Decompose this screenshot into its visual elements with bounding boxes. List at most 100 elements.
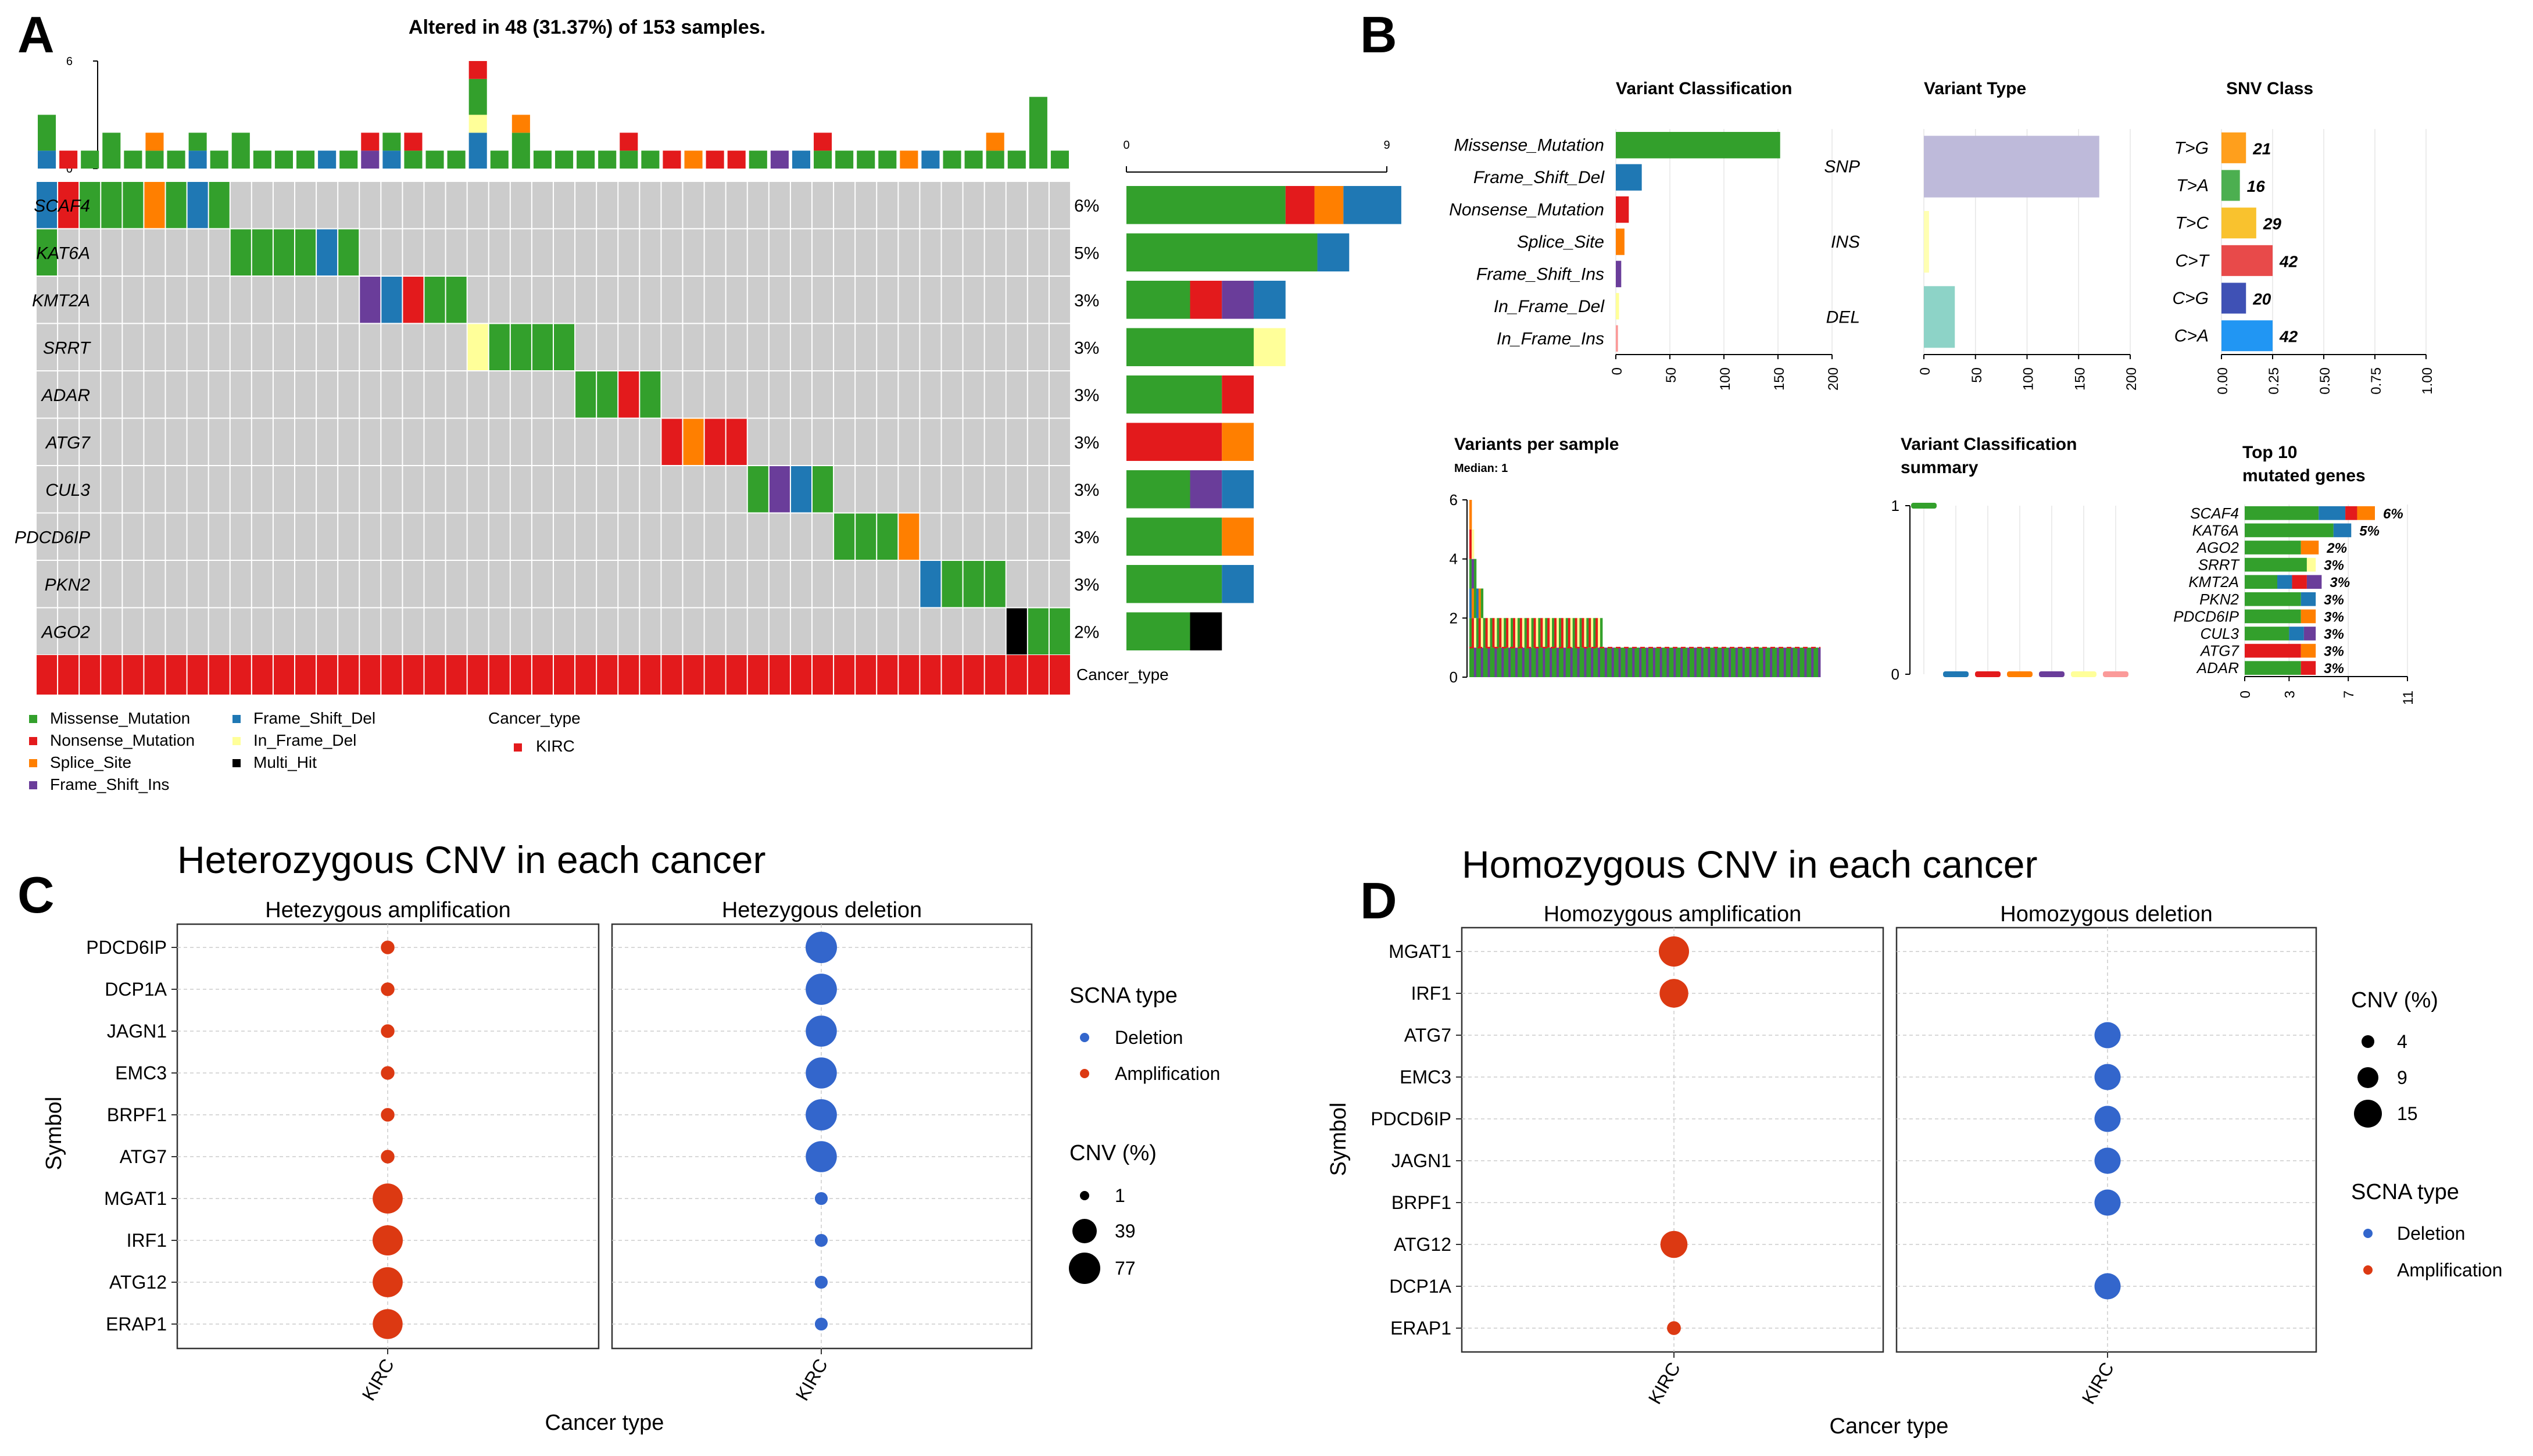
onco-cell-KMT2A-41: [899, 277, 920, 323]
c-legend-amplification-dot: [1080, 1069, 1089, 1078]
vps-bar-44: [1568, 647, 1571, 677]
onco-cell-KAT6A-14: [317, 229, 338, 276]
onco-cell-PDCD6IP-7: [166, 513, 187, 560]
onco-cell-PDCD6IP-31: [683, 513, 704, 560]
onco-cell-PKN2-15: [338, 561, 359, 607]
panel-c-ylabel: Symbol: [42, 1097, 66, 1171]
tmb-bar-24-Missense_Mutation: [533, 151, 552, 169]
vps-bar-37: [1552, 647, 1555, 677]
onco-cell-KAT6A-28: [618, 229, 639, 276]
tmb-bar-37-Missense_Mutation: [814, 151, 832, 169]
onco-cell-ATG7-13: [295, 418, 316, 465]
onco-cell-ADAR-37: [813, 371, 833, 418]
vps-bar-98: [1691, 647, 1695, 677]
vps-bar-128: [1761, 647, 1763, 677]
oncoplot-title: Altered in 48 (31.37%) of 153 samples.: [409, 16, 765, 38]
vps-bar-148: [1806, 647, 1809, 677]
onco-cell-AGO2-44: [963, 608, 984, 654]
cancer-type-cell-46: [1006, 655, 1027, 695]
vps-bar-34: [1545, 647, 1548, 677]
top10-percent-label: 6%: [2383, 506, 2403, 522]
onco-cell-KMT2A-33: [726, 277, 747, 323]
vps-bar-46: [1572, 647, 1575, 677]
onco-cell-PKN2-40: [877, 561, 898, 607]
panel-d-legend: CNV (%) 4 9 15 SCNA type Deletion Amplif…: [2351, 988, 2502, 1280]
vcs-tick-label: 1: [1891, 497, 1899, 514]
c-legend-cnv-39: 39: [1115, 1221, 1136, 1242]
legend-label-Nonsense_Mutation: Nonsense_Mutation: [50, 731, 195, 749]
dot-ATG12-amplification: [1660, 1230, 1688, 1258]
onco-cell-PKN2-44: [963, 561, 984, 607]
variant-type-chart: 0 50 100 150 200 SNP INS DEL: [1824, 129, 2140, 391]
panel-d-homozygous-cnv: D Homozygous CNV in each cancer Homozygo…: [1326, 843, 2502, 1439]
legend-label-Frame_Shift_Ins: Frame_Shift_Ins: [50, 775, 169, 793]
onco-cell-PDCD6IP-15: [338, 513, 359, 560]
onco-cell-PKN2-27: [597, 561, 618, 607]
variants-per-sample-chart: 0 2 4 6: [1450, 491, 1821, 686]
vt-title: Variant Type: [1924, 79, 2026, 98]
onco-cell-KMT2A-11: [252, 277, 273, 323]
gene-bar-KAT6A-Missense_Mutation: [1126, 233, 1318, 271]
onco-cell-KAT6A-27: [597, 229, 618, 276]
onco-cell-AGO2-33: [726, 608, 747, 654]
vcs-median-In_Frame_Del: [2071, 671, 2096, 677]
vps-bar-105: [1708, 647, 1711, 677]
dot-MGAT1-amplification: [373, 1183, 403, 1214]
vps-bar-2: [1471, 559, 1475, 589]
onco-cell-ADAR-43: [942, 371, 963, 418]
onco-cell-SRRT-1: [37, 324, 58, 370]
onco-cell-SCAF4-32: [704, 182, 725, 228]
vps-bar-51: [1584, 618, 1587, 648]
tmb-bar-30-Nonsense_Mutation: [663, 151, 681, 169]
onco-cell-KAT6A-4: [101, 229, 122, 276]
onco-cell-SCAF4-18: [403, 182, 424, 228]
onco-cell-CUL3-20: [446, 466, 467, 513]
onco-cell-ADAR-40: [877, 371, 898, 418]
onco-cell-PDCD6IP-13: [295, 513, 316, 560]
onco-cell-SRRT-39: [856, 324, 876, 370]
vps-bar-57: [1598, 618, 1601, 648]
cancer-type-cell-37: [813, 655, 833, 695]
vps-bar-5: [1478, 588, 1482, 618]
onco-cell-PKN2-29: [640, 561, 661, 607]
vps-bar-17: [1506, 618, 1509, 648]
onco-cell-PKN2-25: [554, 561, 575, 607]
vt-category-label: INS: [1831, 232, 1860, 252]
vps-bar-70: [1627, 647, 1630, 677]
cancer-type-cell-28: [618, 655, 639, 695]
legend-swatch-Splice_Site: [29, 759, 37, 767]
onco-cell-SCAF4-42: [920, 182, 941, 228]
onco-cell-CUL3-29: [640, 466, 661, 513]
cancer-type-cell-7: [166, 655, 187, 695]
vps-tick-label: 0: [1450, 668, 1458, 686]
legend-label-In_Frame_Del: In_Frame_Del: [253, 731, 356, 749]
onco-cell-CUL3-4: [101, 466, 122, 513]
onco-cell-PKN2-47: [1028, 561, 1049, 607]
snv-bar-T>C: [2221, 208, 2256, 239]
symbol-label: ERAP1: [1390, 1318, 1451, 1339]
vps-bar-134: [1774, 647, 1777, 677]
onco-cell-AGO2-42: [920, 608, 941, 654]
onco-cell-AGO2-40: [877, 608, 898, 654]
onco-cell-ADAR-17: [381, 371, 402, 418]
top10-bar-AGO2-Splice_Site: [2301, 541, 2319, 555]
onco-cell-KAT6A-42: [920, 229, 941, 276]
vps-bar-59: [1602, 647, 1605, 677]
onco-cell-ATG7-22: [489, 418, 510, 465]
onco-cell-CUL3-16: [360, 466, 381, 513]
onco-cell-ATG7-2: [58, 418, 79, 465]
vps-bar-150: [1811, 647, 1814, 677]
cancer-type-cell-31: [683, 655, 704, 695]
onco-cell-ADAR-27: [597, 371, 618, 418]
onco-cell-ADAR-12: [273, 371, 294, 418]
onco-cell-KMT2A-32: [704, 277, 725, 323]
legend-label-Missense_Mutation: Missense_Mutation: [50, 709, 190, 727]
vps-bar-3: [1473, 559, 1477, 589]
onco-cell-SRRT-32: [704, 324, 725, 370]
onco-cell-KMT2A-2: [58, 277, 79, 323]
dot-ERAP1-deletion: [814, 1317, 828, 1331]
tmb-bar-48-Missense_Mutation: [1050, 151, 1069, 169]
onco-cell-KMT2A-36: [790, 277, 811, 323]
gene-bar-PKN2-Frame_Shift_Del: [1222, 565, 1254, 603]
cancer-type-cell-16: [360, 655, 381, 695]
